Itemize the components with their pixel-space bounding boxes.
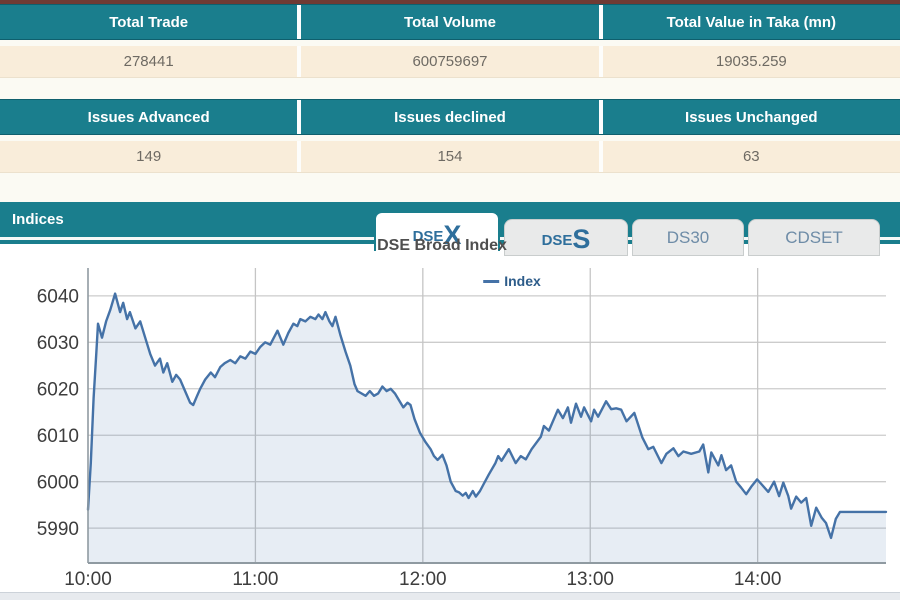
table-header-cell: Issues Unchanged (598, 100, 900, 134)
tab-dses-suffix: S (572, 224, 591, 254)
table-header-cell: Total Value in Taka (mn) (598, 5, 900, 39)
tab-dsex-suffix: X (443, 220, 462, 250)
total-volume-value: 600759697 (297, 46, 599, 77)
table-header-cell: Total Volume (297, 5, 599, 39)
tab-ds30-label: DS30 (666, 228, 710, 247)
tab-dsex-prefix: DSE (412, 228, 444, 245)
tab-cdset[interactable]: CDSET (748, 219, 880, 256)
issues-table: Issues Advanced Issues declined Issues U… (0, 99, 900, 173)
legend-marker (483, 279, 500, 283)
top-border (0, 0, 900, 4)
table-header-cell: Issues declined (297, 100, 599, 134)
issues-table-header-row: Issues Advanced Issues declined Issues U… (0, 99, 900, 135)
total-trade-value: 278441 (0, 46, 298, 77)
tab-dses[interactable]: DSE S (504, 219, 628, 256)
issues-advanced-value: 149 (0, 141, 298, 172)
total-value-taka: 19035.259 (598, 46, 900, 77)
tab-dses-prefix: DSE (541, 232, 573, 249)
bottom-strip (0, 592, 900, 600)
indices-section-title: Indices (12, 211, 64, 228)
tab-dsex[interactable]: DSE X (374, 211, 500, 251)
totals-table-value-row: 278441 600759697 19035.259 (0, 46, 900, 78)
issues-declined-value: 154 (297, 141, 599, 172)
issues-unchanged-value: 63 (598, 141, 900, 172)
chart-title: DSE Broad Index (377, 237, 507, 254)
legend-label: Index (504, 273, 541, 289)
tab-cdset-label: CDSET (785, 228, 843, 247)
issues-table-value-row: 149 154 63 (0, 141, 900, 173)
table-header-cell: Issues Advanced (0, 100, 298, 134)
table-header-cell: Total Trade (0, 5, 298, 39)
chart-plot-area[interactable] (88, 268, 886, 563)
totals-table: Total Trade Total Volume Total Value in … (0, 4, 900, 78)
tab-ds30[interactable]: DS30 (632, 219, 744, 256)
legend-item-index[interactable]: Index (483, 273, 541, 289)
totals-table-header-row: Total Trade Total Volume Total Value in … (0, 4, 900, 40)
